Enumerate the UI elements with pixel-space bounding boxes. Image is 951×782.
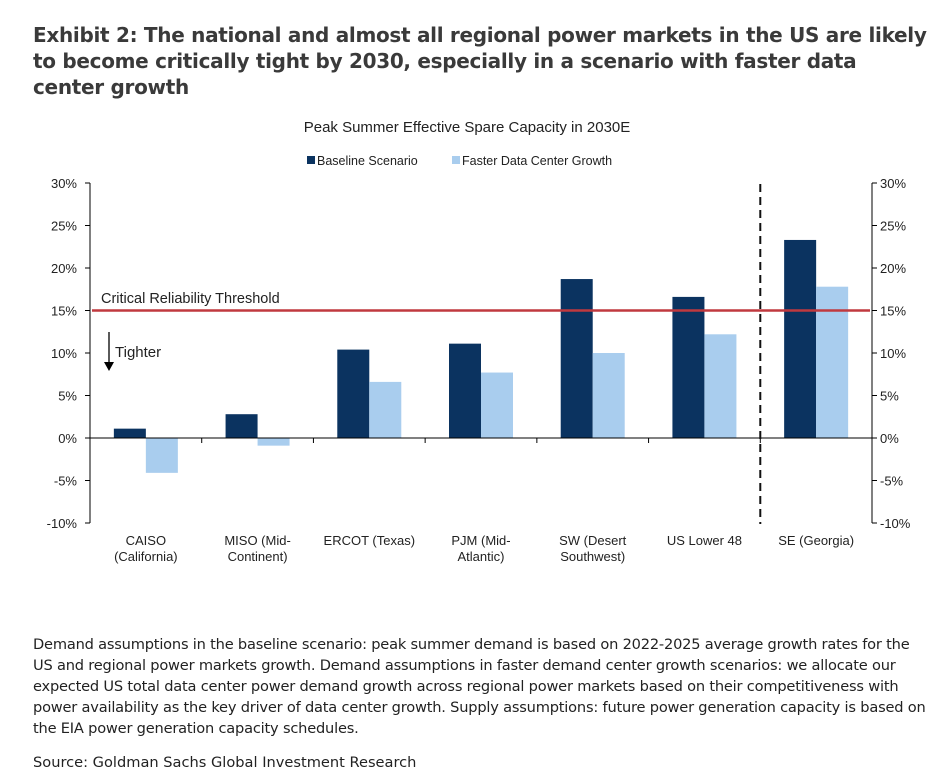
bar-baseline xyxy=(225,414,258,438)
x-tick-label: PJM (Mid- xyxy=(451,533,510,548)
bar-baseline xyxy=(560,279,593,438)
y-tick-label-left: -10% xyxy=(47,516,78,531)
y-tick-label-left: 10% xyxy=(51,346,77,361)
y-tick-label-left: 5% xyxy=(58,389,77,404)
legend-label: Faster Data Center Growth xyxy=(462,154,612,168)
bar-baseline xyxy=(672,296,705,438)
y-tick-label-left: 25% xyxy=(51,219,77,234)
legend-swatch xyxy=(452,156,460,164)
bar-faster xyxy=(592,353,625,438)
y-tick-label-right: 20% xyxy=(880,261,906,276)
x-tick-label: Continent) xyxy=(228,549,288,564)
legend-swatch xyxy=(307,156,315,164)
x-tick-label: MISO (Mid- xyxy=(224,533,290,548)
bar-faster xyxy=(481,372,513,438)
arrow-head-icon xyxy=(104,362,114,371)
bar-baseline xyxy=(784,239,817,438)
bar-baseline xyxy=(449,343,481,438)
chart-title: Peak Summer Effective Spare Capacity in … xyxy=(304,119,631,136)
x-tick-label: US Lower 48 xyxy=(667,533,742,548)
bar-faster xyxy=(704,334,737,438)
bar-baseline xyxy=(113,428,146,438)
bar-faster xyxy=(145,438,178,473)
source-note: Source: Goldman Sachs Global Investment … xyxy=(33,754,417,771)
x-tick-label: ERCOT (Texas) xyxy=(324,533,416,548)
tighter-label: Tighter xyxy=(115,344,161,361)
y-tick-label-right: -5% xyxy=(880,474,904,489)
threshold-label: Critical Reliability Threshold xyxy=(101,291,280,307)
bar-chart: Peak Summer Effective Spare Capacity in … xyxy=(47,119,911,564)
y-tick-label-right: 15% xyxy=(880,304,906,319)
x-tick-label: Southwest) xyxy=(560,549,625,564)
x-tick-label: Atlantic) xyxy=(458,549,505,564)
y-tick-label-left: 15% xyxy=(51,304,77,319)
y-tick-label-left: 0% xyxy=(58,431,77,446)
legend-label: Baseline Scenario xyxy=(317,154,418,168)
bar-faster xyxy=(816,286,849,438)
bar-faster xyxy=(257,438,290,446)
bar-faster xyxy=(369,381,402,438)
bar-baseline xyxy=(337,349,370,438)
footnote: Demand assumptions in the baseline scena… xyxy=(33,636,926,737)
y-tick-label-right: 25% xyxy=(880,219,906,234)
y-tick-label-left: 30% xyxy=(51,176,77,191)
y-tick-label-left: -5% xyxy=(54,474,78,489)
x-tick-label: CAISO xyxy=(126,533,166,548)
y-tick-label-right: 10% xyxy=(880,346,906,361)
y-tick-label-right: -10% xyxy=(880,516,911,531)
y-tick-label-right: 5% xyxy=(880,389,899,404)
x-tick-label: SE (Georgia) xyxy=(778,533,854,548)
y-tick-label-left: 20% xyxy=(51,261,77,276)
y-tick-label-right: 0% xyxy=(880,431,899,446)
exhibit-title: Exhibit 2: The national and almost all r… xyxy=(33,23,927,99)
x-tick-label: (California) xyxy=(114,549,178,564)
y-tick-label-right: 30% xyxy=(880,176,906,191)
x-tick-label: SW (Desert xyxy=(559,533,627,548)
